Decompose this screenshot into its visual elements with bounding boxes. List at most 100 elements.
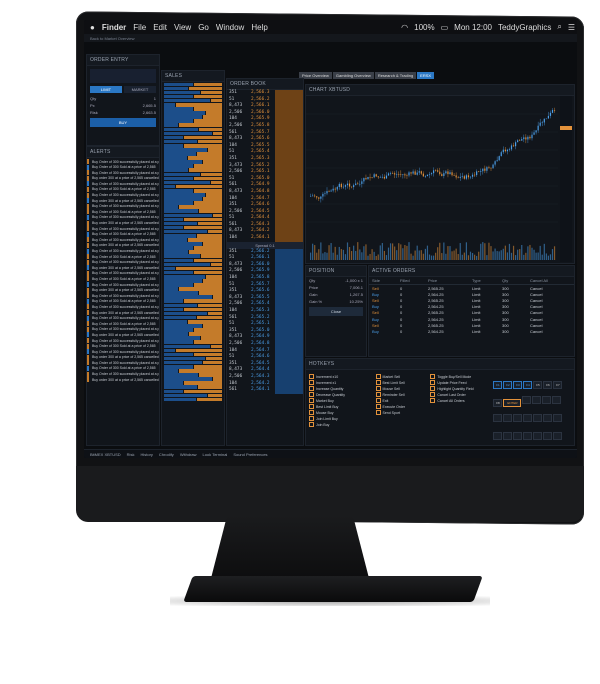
alert-item[interactable]: Buy Order of 300 Sold at a price of 2,56… [87, 186, 159, 192]
keyboard-key-blank[interactable] [533, 431, 543, 440]
hotkey-checkbox[interactable] [375, 410, 381, 415]
hotkey-item[interactable]: Market Sell [375, 374, 423, 379]
hotkey-checkbox[interactable] [430, 392, 436, 397]
hotkey-item[interactable]: Best Limit Sell [375, 380, 423, 385]
hotkey-item[interactable]: Cancel All Orders [430, 398, 485, 403]
hotkey-checkbox[interactable] [309, 392, 314, 397]
toggle-switch[interactable] [90, 69, 156, 83]
keyboard-key-blank[interactable] [513, 431, 523, 440]
keyboard-key[interactable]: F5 [533, 381, 543, 389]
alert-item[interactable]: Buy Order of 300 successfully placed at … [87, 293, 159, 299]
order-book-row[interactable]: 8,473 2,564.4 [227, 367, 303, 374]
order-cancel[interactable]: Cancel [530, 322, 543, 328]
order-book-row[interactable]: 2,506 2,564.8 [227, 340, 303, 348]
keyboard-key-blank[interactable] [522, 395, 532, 404]
hotkey-checkbox[interactable] [430, 374, 436, 379]
dock-tab[interactable]: Chrodify [158, 451, 174, 457]
keyboard-key[interactable]: F7 [553, 381, 563, 389]
dock-tab[interactable]: Withdraw [179, 451, 197, 457]
alert-item[interactable]: Buy Order of 300 successfully placed at … [87, 226, 159, 232]
menu-file[interactable]: File [133, 22, 147, 32]
order-row[interactable]: Sell 0 2,565.25 Limit 300 Cancel [369, 297, 574, 303]
alert-item[interactable]: Buy order 300 at a price of 2,565 cancel… [87, 354, 159, 360]
menu-edit[interactable]: Edit [153, 22, 167, 32]
hotkey-item[interactable]: Exit [375, 398, 423, 403]
order-book-row[interactable]: 104 2,564.1 [227, 235, 303, 242]
price-field[interactable]: Px 2,665.5 [87, 102, 159, 109]
order-book-row[interactable]: 8,473 2,565.5 [227, 294, 303, 302]
order-book-row[interactable]: 8,473 2,566.1 [227, 103, 303, 110]
hotkey-checkbox[interactable] [430, 380, 436, 385]
order-book-row[interactable]: 51 2,566.1 [227, 255, 303, 262]
hotkey-checkbox[interactable] [309, 386, 314, 391]
order-book-row[interactable]: 351 2,566.3 [227, 90, 303, 97]
keyboard-key-blank[interactable] [503, 413, 513, 422]
order-book-row[interactable]: 2,506 2,565.9 [227, 268, 303, 276]
order-book-row[interactable]: 51 2,565.1 [227, 321, 303, 328]
hotkey-item[interactable]: Increase Quantity [309, 386, 368, 391]
hotkey-item[interactable]: Mouse Buy [309, 410, 368, 415]
hotkey-checkbox[interactable] [430, 398, 436, 403]
hotkey-checkbox[interactable] [309, 422, 314, 427]
hotkey-item[interactable]: Cancel Last Order [430, 392, 485, 397]
alert-item[interactable]: Buy Order of 300 Sold at a price of 2,56… [87, 276, 159, 282]
order-row[interactable]: Buy 0 2,564.25 Limit 300 Cancel [369, 316, 574, 322]
keyboard-key-blank[interactable] [513, 413, 523, 422]
alert-item[interactable]: Buy Order of 300 successfully placed at … [87, 315, 159, 321]
order-book-row[interactable]: 351 2,565.3 [227, 155, 303, 163]
alert-item[interactable]: Buy Order of 300 Sold at a price of 2,56… [87, 164, 159, 170]
menu-view[interactable]: View [173, 22, 192, 32]
keyboard-key-blank[interactable] [532, 395, 542, 404]
keyboard-key-blank[interactable] [533, 413, 543, 422]
alert-item[interactable]: Buy Order of 300 successfully placed at … [87, 360, 159, 366]
alert-item[interactable]: Buy order 300 at a price of 2,565 cancel… [87, 175, 159, 181]
hotkey-item[interactable]: Decrease Quantity [309, 392, 368, 397]
alert-item[interactable]: Buy Order of 300 successfully placed at … [87, 181, 159, 187]
notification-center-icon[interactable]: ☰ [567, 22, 575, 32]
hotkey-item[interactable]: Reminder Sell [375, 392, 423, 397]
hotkey-item[interactable]: Update Price Feed [430, 380, 485, 385]
alert-item[interactable]: Buy Order of 300 successfully placed at … [87, 203, 159, 209]
hotkey-item[interactable]: Market Buy [309, 398, 368, 403]
hotkey-item[interactable]: Join Limit Buy [309, 416, 368, 421]
menu-window[interactable]: Window [215, 22, 245, 32]
alert-item[interactable]: Buy order 300 at a price of 2,565 cancel… [87, 242, 159, 248]
alert-item[interactable]: Buy Order of 300 Sold at a price of 2,56… [87, 231, 159, 237]
alert-item[interactable]: Buy Order of 300 successfully placed at … [87, 259, 159, 265]
keyboard-key-blank[interactable] [553, 431, 563, 440]
price-chart[interactable] [306, 96, 572, 262]
order-book-row[interactable]: 51 2,566.2 [227, 96, 303, 104]
order-book-row[interactable]: 51 2,565.4 [227, 149, 303, 156]
alert-item[interactable]: Buy Order of 300 successfully placed at … [87, 349, 159, 355]
order-book-row[interactable]: 561 2,565.2 [227, 314, 303, 322]
order-book-row[interactable]: 351 2,564.5 [227, 360, 303, 368]
order-book-row[interactable]: 2,506 2,566.0 [227, 109, 303, 117]
alert-item[interactable]: Buy Order of 300 successfully placed at … [87, 282, 159, 288]
keyboard-key-blank[interactable] [493, 431, 503, 440]
order-cancel[interactable]: Cancel [530, 328, 543, 334]
buy-button[interactable]: BUY [90, 118, 156, 127]
order-row[interactable]: Sell 0 2,565.25 Limit 300 Cancel [369, 310, 574, 316]
keyboard-key-blank[interactable] [542, 395, 552, 404]
keyboard-key[interactable]: ENTER [503, 399, 522, 407]
alert-item[interactable]: Buy Order of 300 successfully placed at … [87, 304, 159, 310]
battery-icon[interactable]: ▭ [440, 22, 449, 32]
order-book-row[interactable]: 351 2,566.2 [227, 248, 303, 256]
keyboard-key[interactable]: F8 [493, 399, 503, 407]
alert-item[interactable]: Buy Order of 300 successfully placed at … [87, 170, 159, 176]
risk-field[interactable]: Risk 2,663.5 [87, 109, 159, 116]
order-book-row[interactable]: 561 2,564.3 [227, 221, 303, 229]
order-cancel[interactable]: Cancel [530, 297, 543, 303]
order-cancel[interactable]: Cancel [530, 285, 543, 291]
order-book-row[interactable]: 104 2,565.5 [227, 142, 303, 150]
order-cancel[interactable]: Cancel [530, 304, 543, 310]
keyboard-key-blank[interactable] [493, 413, 503, 422]
order-book-row[interactable]: 561 2,564.9 [227, 182, 303, 189]
hotkey-checkbox[interactable] [375, 380, 381, 385]
order-book-row[interactable]: 2,506 2,565.1 [227, 169, 303, 176]
alert-item[interactable]: Buy Order of 300 successfully placed at … [87, 237, 159, 243]
alert-item[interactable]: Buy order 300 at a price of 2,565 cancel… [87, 332, 159, 338]
hotkey-checkbox[interactable] [375, 386, 381, 391]
alert-item[interactable]: Buy order 300 at a price of 2,565 cancel… [87, 377, 159, 383]
hotkey-item[interactable]: Mouse Sell [375, 386, 423, 391]
